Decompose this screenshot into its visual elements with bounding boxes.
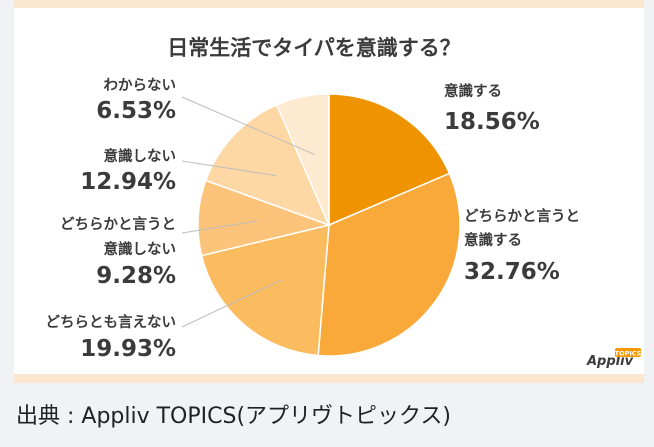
slice-value-label: 19.93% bbox=[80, 336, 176, 362]
chart-panel: 日常生活でタイパを意識する？ 意識する 18.56% どちらかと言うと 意識する 32.… bbox=[14, 8, 644, 374]
slice-label: 意識しない bbox=[104, 240, 177, 258]
slice-label: わからない bbox=[104, 77, 177, 94]
slice-label: どちらとも言えない bbox=[46, 313, 177, 331]
pie-slice bbox=[317, 172, 461, 357]
pie-chart: 日常生活でタイパを意識する？ 意識する18.56%どちらかと言うと意識する32.… bbox=[46, 36, 642, 369]
leader-line bbox=[181, 96, 315, 155]
pie-slices bbox=[197, 93, 461, 357]
leader-line bbox=[181, 160, 277, 177]
logo-badge-text: TOPICS bbox=[615, 350, 642, 358]
slice-labels: 意識する18.56%どちらかと言うと意識する32.76%どちらとも言えない19.… bbox=[46, 77, 581, 362]
appliv-logo: Appliv TOPICS bbox=[586, 348, 642, 369]
chart-title: 日常生活でタイパを意識する？ bbox=[167, 36, 461, 60]
slice-value-label: 12.94% bbox=[80, 169, 176, 195]
leader-line bbox=[181, 279, 283, 328]
slice-value-label: 6.53% bbox=[96, 98, 176, 124]
slice-value-label: 18.56% bbox=[444, 109, 540, 135]
logo-badge bbox=[615, 348, 641, 357]
slice-label: どちらかと言うと bbox=[60, 215, 176, 233]
pie-slice bbox=[200, 224, 330, 357]
pie-slice bbox=[197, 179, 332, 257]
leader-lines bbox=[181, 96, 315, 328]
slice-label: どちらかと言うと bbox=[464, 207, 580, 225]
source-caption: 出典 : Appliv TOPICS(アプリヴトピックス) bbox=[16, 404, 451, 429]
pie-slice bbox=[204, 103, 331, 227]
logo-text: Appliv bbox=[586, 354, 634, 369]
leader-line bbox=[181, 220, 258, 234]
slice-label: 意識する bbox=[444, 82, 502, 100]
slice-value-label: 9.28% bbox=[96, 263, 176, 289]
pie-slice bbox=[275, 93, 330, 226]
slice-label: 意識する bbox=[464, 231, 522, 249]
slice-value-label: 32.76% bbox=[464, 259, 560, 285]
slice-label: 意識しない bbox=[104, 147, 177, 165]
pie-slice bbox=[328, 93, 451, 227]
